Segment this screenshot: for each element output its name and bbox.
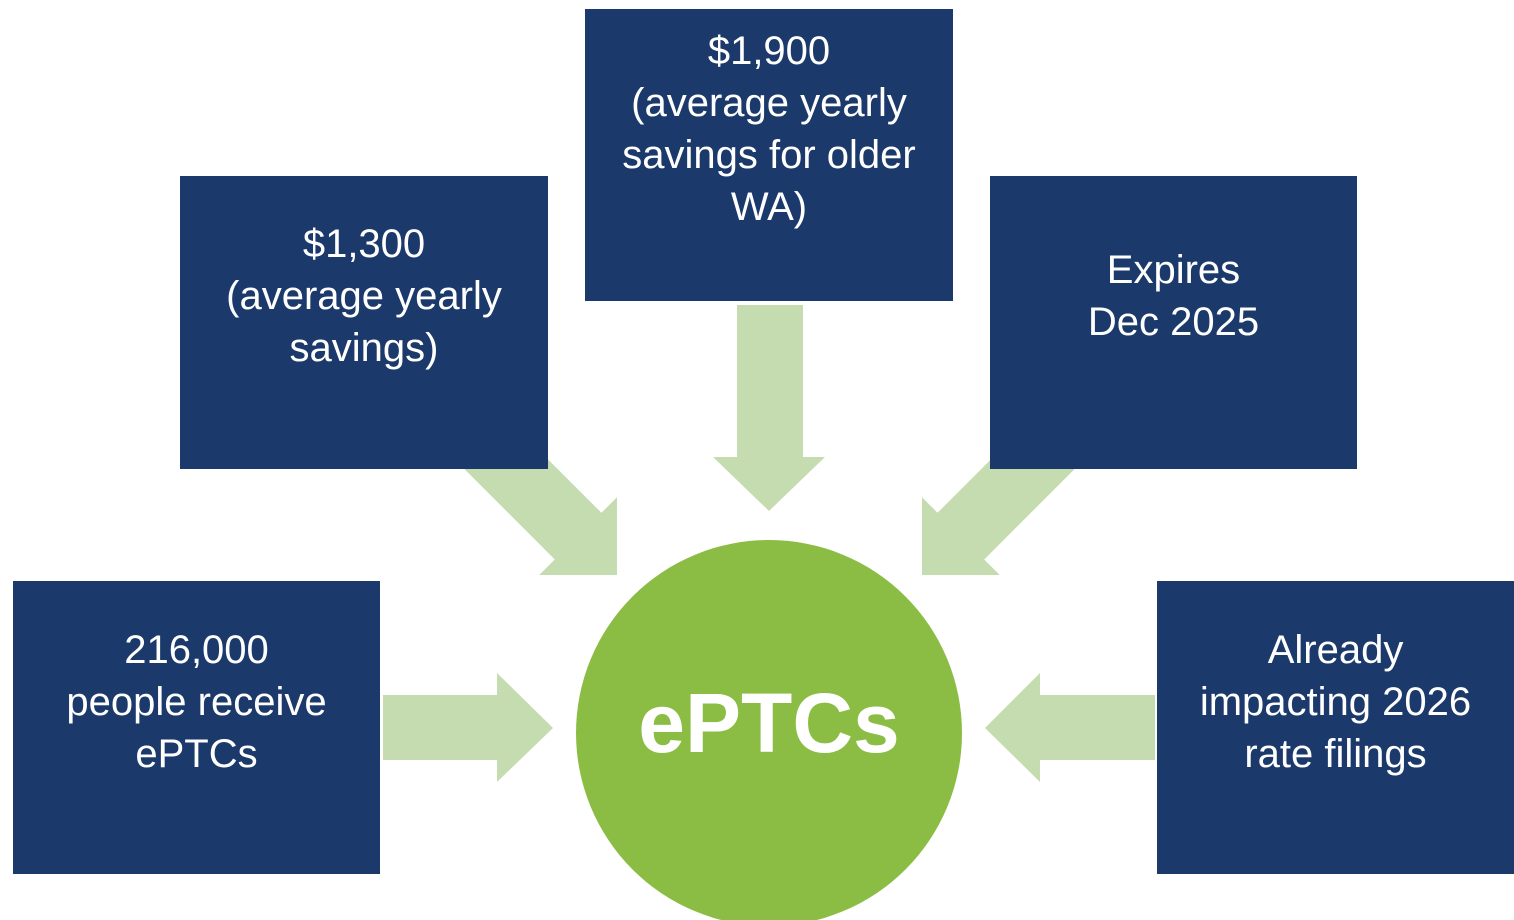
node-text: savings for older xyxy=(622,133,916,177)
node-text: Dec 2025 xyxy=(1087,300,1260,344)
node-text: (average yearly xyxy=(631,81,907,125)
node-text: $1,300 xyxy=(302,222,426,266)
node-box: Already impacting 2026 rate filings xyxy=(1157,581,1514,874)
arrow-top xyxy=(713,305,825,511)
node-text: savings) xyxy=(289,326,439,370)
node-text: impacting 2026 xyxy=(1199,680,1472,724)
node-text: ePTCs xyxy=(135,732,258,776)
node-text: $1,900 xyxy=(707,29,831,73)
center-circle xyxy=(576,540,962,920)
node-text: (average yearly xyxy=(226,274,502,318)
center-label: ePTCs xyxy=(638,676,899,770)
arrow-right xyxy=(985,673,1155,782)
node-text: 216,000 xyxy=(124,628,269,672)
node-text: people receive xyxy=(66,680,327,724)
node-box: $1,900 (average yearly savings for older WA… xyxy=(585,9,953,301)
node-text: WA) xyxy=(730,185,808,229)
node-box: Expires Dec 2025 xyxy=(990,176,1357,469)
node-box: 216,000 people receive ePTCs xyxy=(13,581,380,874)
node-text: Already xyxy=(1267,628,1404,672)
arrow-left xyxy=(383,673,553,782)
node-text: rate filings xyxy=(1244,732,1427,776)
node-text: Expires xyxy=(1106,248,1241,292)
node-box: $1,300 (average yearly savings) xyxy=(180,176,548,469)
